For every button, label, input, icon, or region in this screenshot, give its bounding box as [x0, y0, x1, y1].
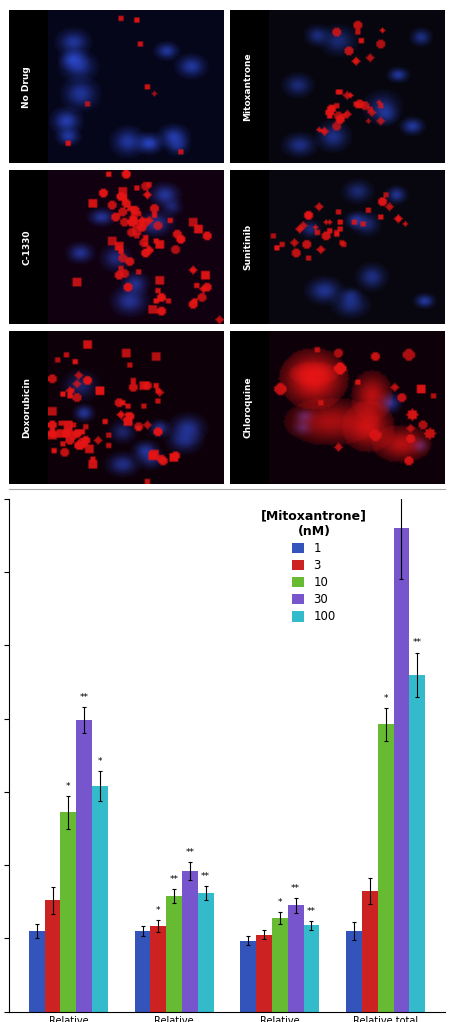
Bar [182, 871, 198, 1012]
Bar [304, 925, 319, 1012]
Text: **: ** [291, 884, 300, 893]
Text: **: ** [185, 848, 194, 857]
Text: **: ** [201, 872, 210, 881]
Bar [346, 931, 362, 1012]
Text: *: * [383, 694, 388, 703]
Text: **: ** [170, 875, 178, 883]
Bar [241, 940, 256, 1012]
Text: **: ** [79, 693, 89, 702]
Bar [135, 931, 150, 1012]
Text: Chloroquine: Chloroquine [243, 376, 252, 438]
Bar [150, 926, 166, 1012]
Bar [230, 10, 270, 164]
Bar [362, 891, 378, 1012]
Bar [166, 896, 182, 1012]
Bar [9, 10, 48, 164]
Bar [394, 528, 410, 1012]
Bar [256, 935, 272, 1012]
Text: *: * [156, 907, 161, 915]
Bar [29, 931, 44, 1012]
Text: **: ** [413, 639, 422, 648]
Bar [198, 893, 213, 1012]
Text: C-1330: C-1330 [22, 229, 31, 265]
Bar [230, 171, 270, 324]
Bar [272, 918, 288, 1012]
Bar [9, 171, 48, 324]
Bar [9, 331, 48, 483]
Text: **: ** [307, 907, 316, 916]
Text: Mitoxantrone: Mitoxantrone [243, 52, 252, 121]
Bar [60, 812, 76, 1012]
Text: *: * [98, 757, 102, 766]
Legend: 1, 3, 10, 30, 100: 1, 3, 10, 30, 100 [261, 510, 367, 623]
Text: *: * [278, 898, 282, 907]
Bar [288, 905, 304, 1012]
Text: No Drug: No Drug [22, 65, 31, 107]
Text: **: ** [397, 463, 406, 471]
Bar [76, 721, 92, 1012]
Bar [92, 786, 108, 1012]
Bar [410, 675, 425, 1012]
Bar [44, 900, 60, 1012]
Bar [378, 725, 394, 1012]
Text: Sunitinib: Sunitinib [243, 224, 252, 270]
Bar [230, 331, 270, 483]
Text: *: * [66, 782, 71, 791]
Text: Doxorubicin: Doxorubicin [22, 377, 31, 437]
Text: A: A [14, 12, 27, 31]
